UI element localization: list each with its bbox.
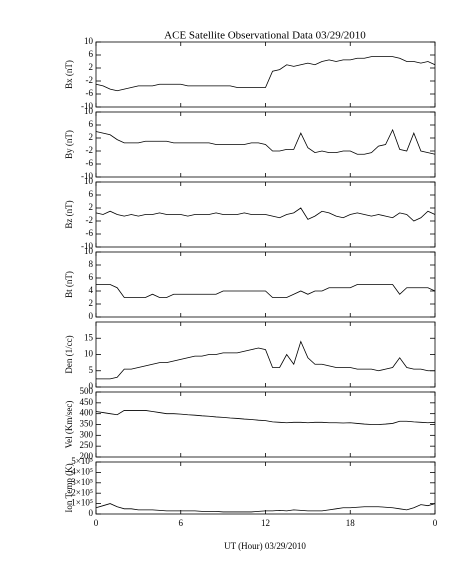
plot-frame [95,461,436,515]
x-axis-label: UT (Hour) 03/29/2010 [224,541,306,551]
y-tick-label: 2 [89,202,94,212]
y-tick-label: 10 [84,106,94,116]
data-line [96,284,436,298]
y-tick-label: 2 [89,298,94,308]
y-tick-label: -10 [81,101,93,111]
y-tick-label: 6 [89,49,94,59]
y-tick-label: -2 [86,215,94,225]
y-tick-label: 6 [89,272,94,282]
y-tick-label: 4 [89,285,94,295]
data-line [95,503,436,513]
y-axis-label: Bz (nT) [64,200,74,228]
plot-frame [95,321,436,388]
y-axis-label: Bt (nT) [64,271,74,298]
y-tick-label: -6 [86,88,94,98]
y-tick-label: -10 [81,241,93,251]
y-tick-label: 2 [89,132,94,142]
y-tick-label: 10 [84,176,94,186]
x-tick-label: 0 [94,518,99,528]
y-tick-label: 0 [89,381,94,391]
y-axis-label: By (nT) [64,130,74,159]
x-tick-label: 6 [179,518,184,528]
y-axis-label: Bx (nT) [64,60,74,89]
data-line [95,128,436,155]
y-tick-label: 2×10⁵ [71,487,93,497]
y-axis-label: Ion Temp (K) [64,463,74,512]
y-tick-label: 1×10⁵ [71,498,93,508]
y-tick-label: 0 [89,508,94,518]
chart-title: ACE Satellite Observational Data 03/29/2… [164,30,366,42]
y-tick-label: 10 [84,246,94,256]
data-line [95,207,436,222]
y-axis-label: Vel (Km/sec) [64,401,74,449]
y-tick-label: 3×10⁵ [71,477,93,487]
y-tick-label: 5 [89,365,94,375]
data-line [95,56,436,92]
y-tick-label: 10 [84,349,94,359]
y-tick-label: 300 [80,429,94,439]
y-tick-label: -6 [86,228,94,238]
y-tick-label: 350 [80,419,94,429]
y-tick-label: 5×10⁵ [71,456,93,466]
y-tick-label: -6 [86,158,94,168]
y-tick-label: 15 [84,332,94,342]
y-tick-label: 10 [84,36,94,46]
y-tick-label: 500 [80,386,94,396]
y-axis-label: Den (1/cc) [64,335,74,373]
y-tick-label: -2 [86,75,94,85]
plot-frame [95,41,436,108]
y-tick-label: 250 [80,440,94,450]
y-tick-label: 6 [89,189,94,199]
y-tick-label: 0 [89,311,94,321]
x-tick-label: 0 [433,518,438,528]
x-tick-label: 18 [346,518,356,528]
y-tick-label: 8 [89,259,94,269]
y-tick-label: -10 [81,171,93,181]
y-tick-label: -2 [86,145,94,155]
y-tick-label: 400 [80,408,94,418]
data-line [95,410,436,425]
y-tick-label: 450 [80,397,94,407]
y-tick-label: 4×10⁵ [71,466,93,476]
y-tick-label: 200 [80,451,94,461]
x-tick-label: 12 [261,518,270,528]
y-tick-label: 6 [89,119,94,129]
y-tick-label: 2 [89,62,94,72]
data-line [96,340,435,380]
